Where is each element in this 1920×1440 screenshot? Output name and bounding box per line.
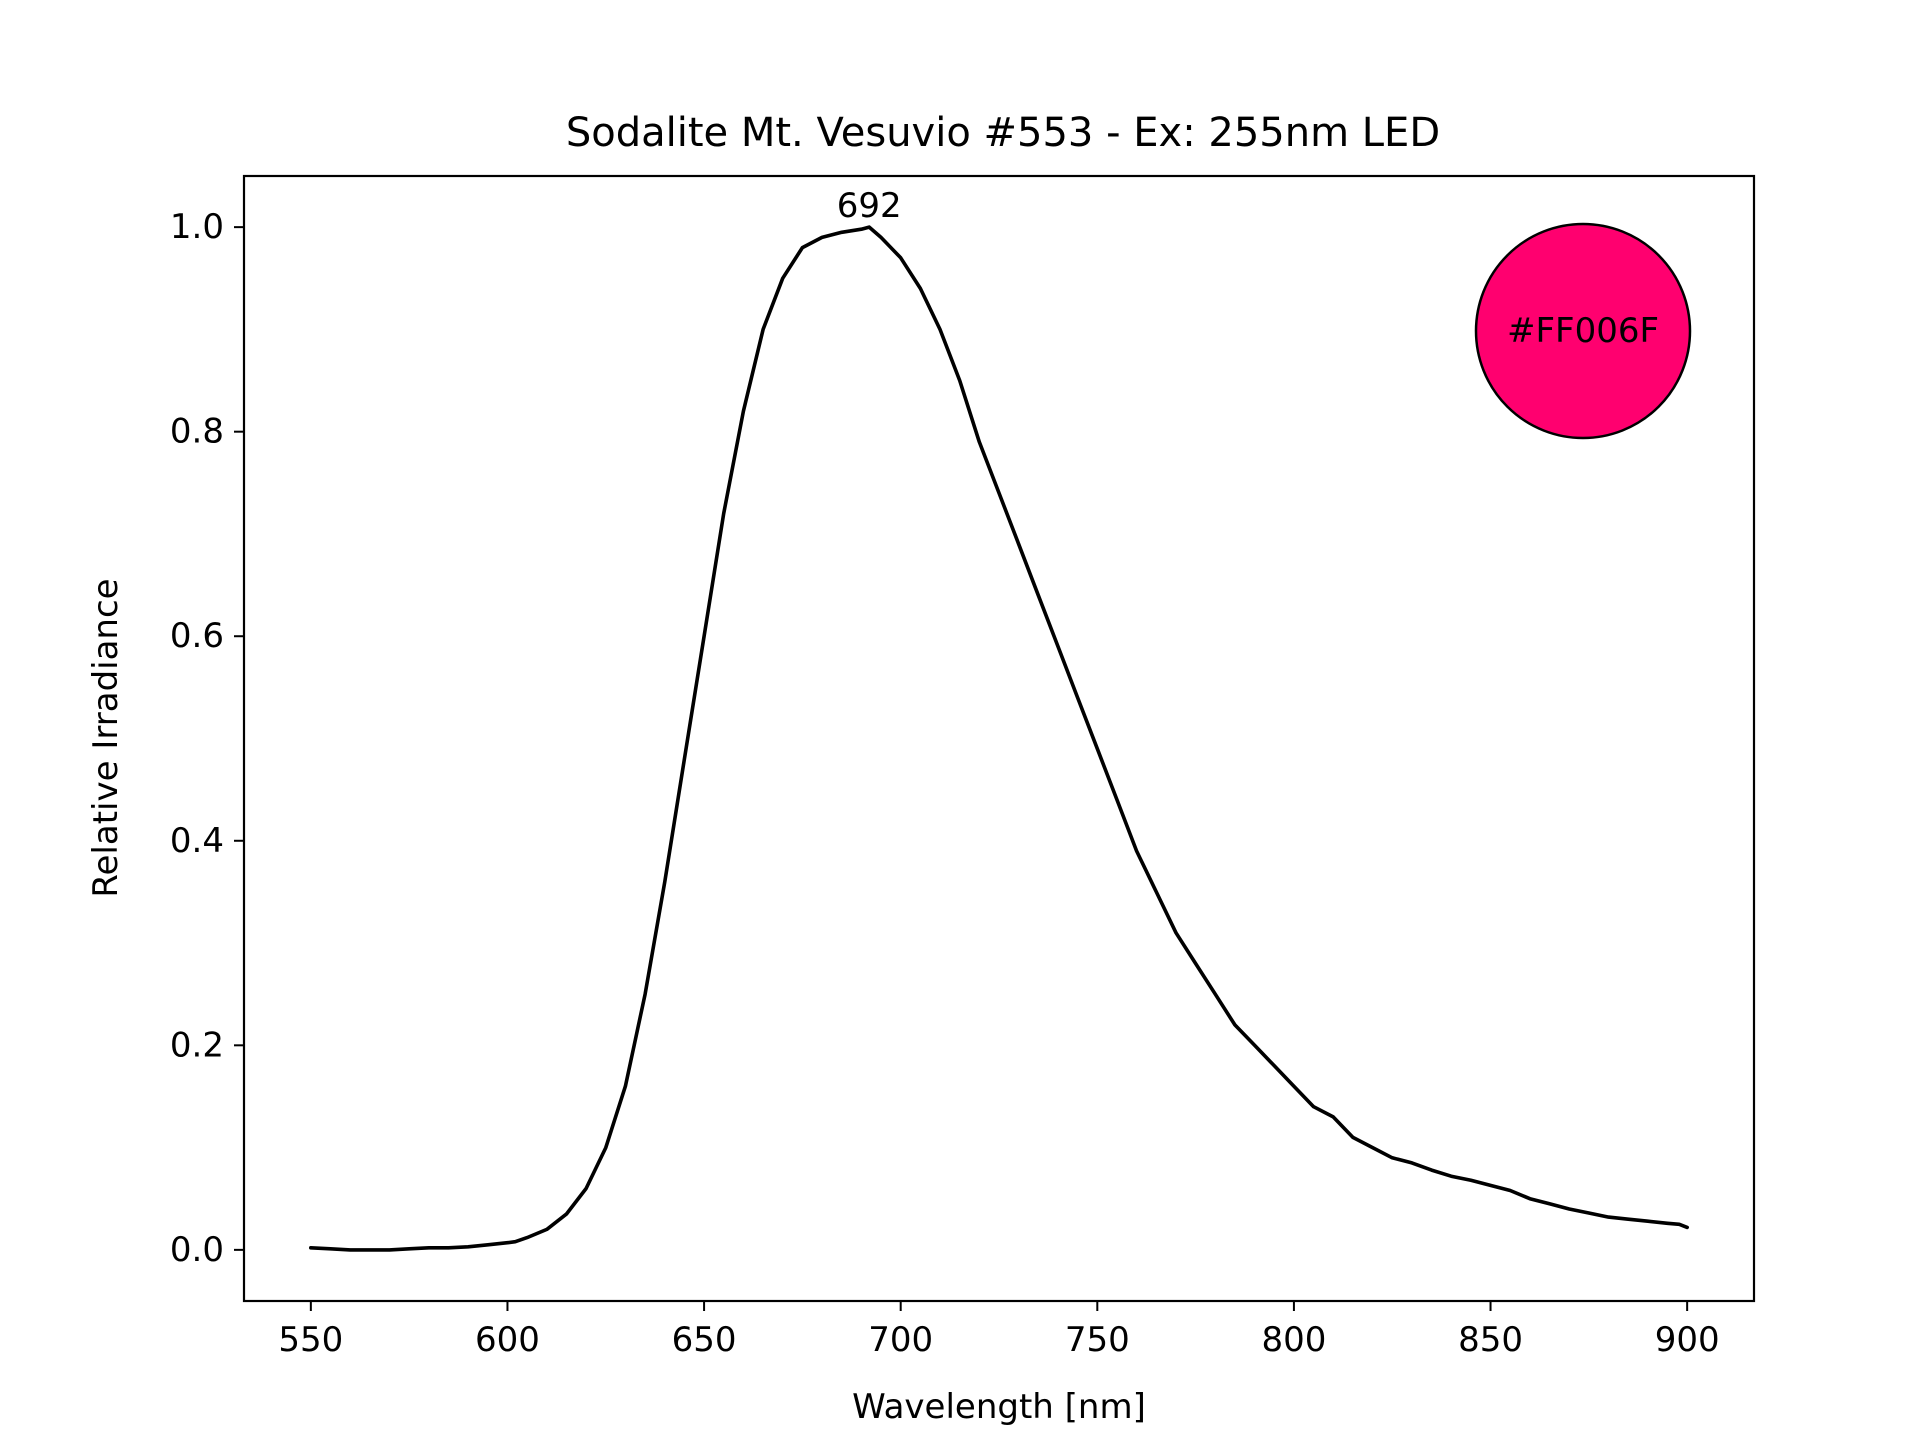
y-tick-label: 0.2 — [170, 1025, 224, 1065]
x-tick-label: 700 — [868, 1320, 933, 1360]
x-axis-title: Wavelength [nm] — [852, 1387, 1146, 1427]
x-tick-label: 800 — [1261, 1320, 1326, 1360]
x-tick-label: 750 — [1065, 1320, 1130, 1360]
series-line — [309, 225, 1689, 1252]
x-tick-label: 600 — [475, 1320, 540, 1360]
x-tick-label: 650 — [672, 1320, 737, 1360]
y-axis-title: Relative Irradiance — [86, 578, 126, 897]
swatch-circle — [1474, 222, 1692, 440]
chart-title: Sodalite Mt. Vesuvio #553 - Ex: 255nm LE… — [566, 110, 1440, 156]
x-tick-label: 850 — [1458, 1320, 1523, 1360]
y-tick-label: 0.4 — [170, 821, 224, 861]
y-tick-label: 0.0 — [170, 1230, 224, 1270]
plot-frame — [242, 174, 1756, 1303]
plot-area: 692 #FF006F — [242, 174, 1756, 1303]
y-tick-label: 1.0 — [170, 207, 224, 247]
color-swatch: #FF006F — [1474, 222, 1692, 440]
y-tick-label: 0.6 — [170, 616, 224, 656]
x-tick-label: 550 — [278, 1320, 343, 1360]
x-axis: 550 600 650 700 750 800 850 900 — [278, 1301, 1720, 1360]
peak-label: 692 — [837, 186, 902, 226]
peak-annotations: 692 — [837, 186, 902, 226]
y-axis: 0.0 0.2 0.4 0.6 0.8 1.0 — [170, 207, 244, 1270]
swatch-label: #FF006F — [1507, 311, 1659, 351]
y-tick-label: 0.8 — [170, 412, 224, 452]
x-tick-label: 900 — [1655, 1320, 1720, 1360]
